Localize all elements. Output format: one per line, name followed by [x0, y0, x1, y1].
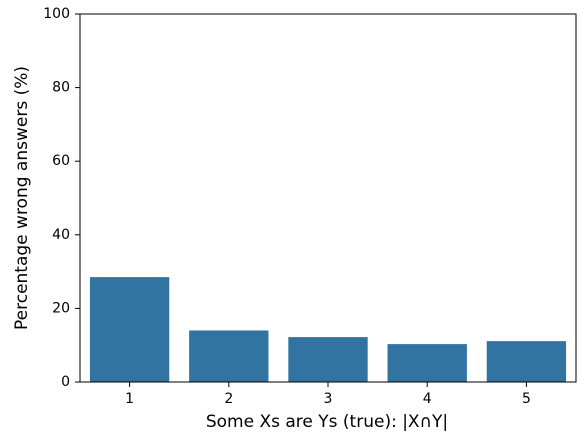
bar: [288, 337, 368, 382]
y-tick-label: 40: [52, 227, 70, 243]
bar: [387, 344, 467, 382]
y-axis-label: Percentage wrong answers (%): [12, 66, 32, 330]
x-tick-label: 5: [522, 391, 531, 407]
x-tick-label: 1: [125, 391, 134, 407]
y-tick-label: 20: [52, 300, 70, 316]
x-tick-label: 4: [423, 391, 432, 407]
plot-frame: [79, 13, 577, 383]
y-tick-label: 100: [43, 6, 70, 22]
bar: [189, 330, 269, 382]
bar: [89, 277, 170, 382]
x-axis-label: Some Xs are Ys (true): |X∩Y|: [206, 412, 448, 432]
y-tick-label: 80: [52, 80, 70, 96]
bar: [486, 341, 567, 382]
y-tick-label: 0: [61, 374, 70, 390]
x-tick-label: 3: [324, 391, 333, 407]
x-tick-label: 2: [224, 391, 233, 407]
y-tick-label: 60: [52, 153, 70, 169]
